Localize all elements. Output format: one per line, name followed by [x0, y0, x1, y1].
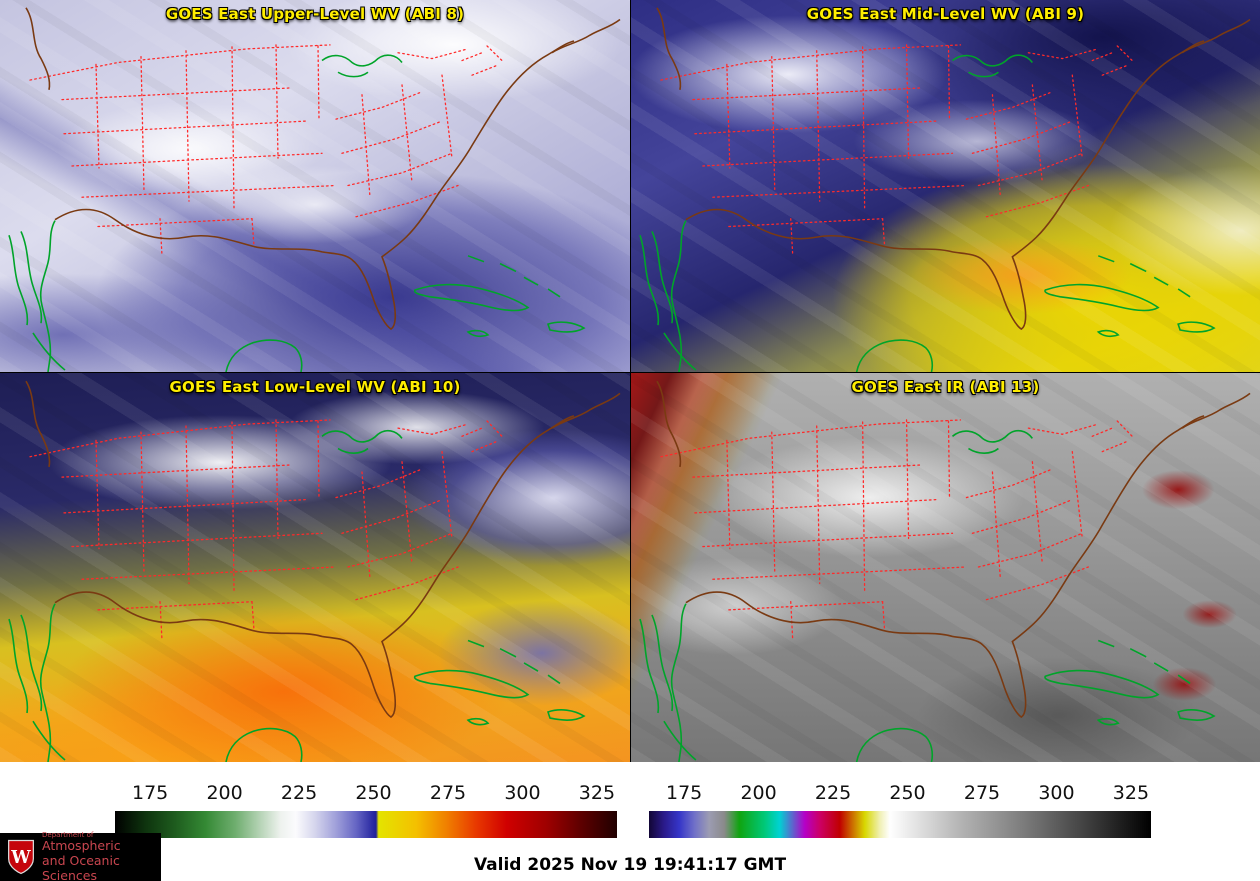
- logo-text: Department of Atmospheric and Oceanic Sc…: [42, 831, 154, 881]
- colorbar-tick: 250: [355, 782, 392, 804]
- basemap-overlay: [639, 380, 1251, 762]
- logo-dept-prefix: Department of: [42, 830, 94, 839]
- panel-title-mid-wv: GOES East Mid-Level WV (ABI 9): [806, 5, 1085, 23]
- colorbar-tick: 200: [206, 782, 243, 804]
- logo-dept-line1: Atmospheric: [42, 838, 121, 854]
- panel-low-level-wv: GOES East Low-Level WV (ABI 10): [0, 372, 630, 762]
- colorbar-tick: 325: [1112, 782, 1150, 804]
- panel-ir: GOES East IR (ABI 13): [630, 372, 1260, 762]
- wv-colorbar-ticks: 175 200 225 250 275 300 325: [115, 782, 617, 808]
- basemap-overlay: [8, 7, 621, 372]
- wv-colorbar-group: 175 200 225 250 275 300 325: [115, 762, 617, 881]
- wv-colorbar: [115, 811, 617, 838]
- colorbar-tick: 300: [504, 782, 541, 804]
- valid-time: Valid 2025 Nov 19 19:41:17 GMT: [473, 855, 787, 875]
- colorbar-tick: 250: [889, 782, 926, 804]
- colorbar-tick: 275: [429, 782, 467, 804]
- colorbar-tick: 175: [665, 782, 703, 804]
- basemap-overlay: [639, 7, 1251, 372]
- colorbar-tick: 225: [280, 782, 318, 804]
- panel-upper-level-wv: GOES East Upper-Level WV (ABI 8): [0, 0, 630, 372]
- panel-title-ir: GOES East IR (ABI 13): [851, 378, 1040, 396]
- colorbar-tick: 225: [814, 782, 852, 804]
- colorbar-tick: 200: [740, 782, 777, 804]
- basemap-overlay: [8, 380, 621, 762]
- panel-mid-level-wv: GOES East Mid-Level WV (ABI 9): [630, 0, 1260, 372]
- uw-aos-logo: W Department of Atmospheric and Oceanic …: [0, 831, 161, 881]
- ir-colorbar-ticks: 175 200 225 250 275 300 325: [649, 782, 1151, 808]
- ir-colorbar-group: 175 200 225 250 275 300 325: [649, 762, 1151, 881]
- panel-title-upper-wv: GOES East Upper-Level WV (ABI 8): [165, 5, 465, 23]
- ir-colorbar: [649, 811, 1151, 838]
- legend-strip: 175 200 225 250 275 300 325 175 200 225 …: [0, 762, 1260, 881]
- imagery-grid: GOES East Upper-Level WV (ABI 8) GOES Ea…: [0, 0, 1260, 762]
- uw-crest-icon: W: [8, 839, 34, 875]
- colorbar-tick: 300: [1038, 782, 1075, 804]
- colorbar-tick: 275: [963, 782, 1001, 804]
- panel-title-low-wv: GOES East Low-Level WV (ABI 10): [169, 378, 461, 396]
- colorbar-tick: 325: [578, 782, 616, 804]
- uw-monogram: W: [10, 848, 31, 868]
- colorbar-tick: 175: [131, 782, 169, 804]
- logo-dept-line2: and Oceanic Sciences: [42, 852, 120, 881]
